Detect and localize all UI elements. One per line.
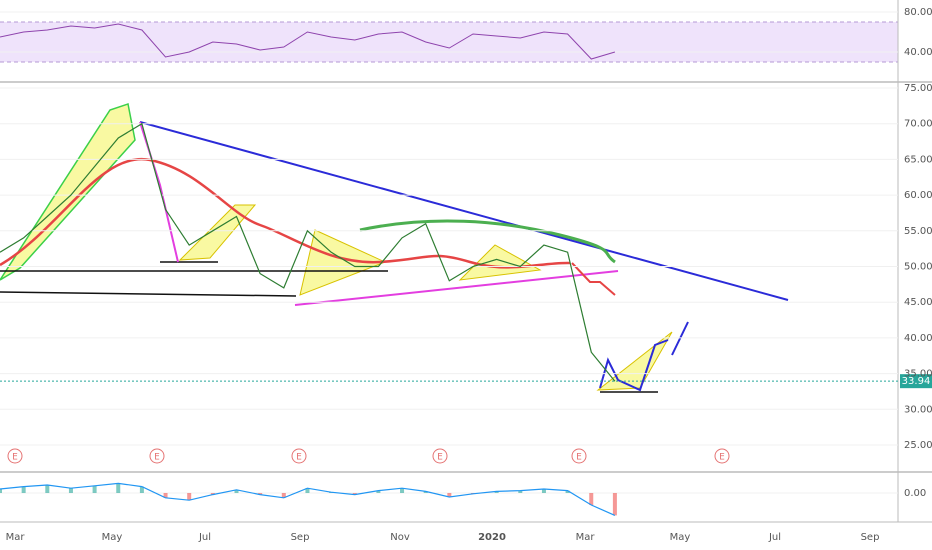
- macd-bar: [234, 489, 239, 493]
- price-tick-label: 65.00: [904, 154, 932, 165]
- macd-bar: [612, 493, 617, 516]
- earnings-label: E: [12, 453, 18, 463]
- macd-bar: [0, 489, 2, 493]
- x-tick-label: Mar: [576, 532, 596, 543]
- macd-bar: [187, 493, 192, 501]
- rsi-band: [0, 22, 898, 62]
- macd-bar: [565, 490, 570, 493]
- macd-bar: [376, 490, 381, 493]
- last-price-label: 33.94: [902, 376, 931, 387]
- price-tick-label: 45.00: [904, 297, 932, 308]
- macd-bar: [518, 490, 523, 493]
- rsi-line: [0, 23, 616, 60]
- rsi-tick-label: 80.00: [904, 7, 932, 18]
- macd-bar: [68, 488, 73, 493]
- macd-bar: [139, 486, 144, 493]
- x-tick-label: Nov: [390, 532, 410, 543]
- earnings-marker: [714, 448, 730, 464]
- earnings-marker: [432, 448, 448, 464]
- macd-bar: [258, 493, 263, 495]
- x-tick-label: Jul: [198, 532, 211, 543]
- macd-bar: [21, 486, 26, 493]
- x-tick-label: Sep: [291, 532, 310, 543]
- last-price-tag: [900, 374, 932, 389]
- macd-bar: [305, 488, 310, 493]
- earnings-marker: [7, 448, 23, 464]
- macd-bar: [589, 493, 594, 505]
- price-line: [0, 122, 616, 382]
- x-tick-label: Mar: [6, 532, 26, 543]
- earnings-marker: [571, 448, 587, 464]
- macd-bar: [352, 493, 357, 495]
- x-tick-label: May: [102, 532, 123, 543]
- price-tick-label: 35.00: [904, 369, 932, 380]
- earnings-label: E: [719, 453, 725, 463]
- rsi-tick-label: 40.00: [904, 47, 932, 58]
- x-tick-label: Jul: [768, 532, 781, 543]
- macd-bar: [541, 489, 546, 493]
- earnings-label: E: [576, 453, 582, 463]
- price-tick-label: 40.00: [904, 333, 932, 344]
- macd-bar: [116, 483, 121, 493]
- macd-bar: [447, 493, 452, 497]
- price-tick-label: 30.00: [904, 404, 932, 415]
- price-tick-label: 25.00: [904, 440, 932, 451]
- x-tick-label: Sep: [861, 532, 880, 543]
- price-tick-label: 75.00: [904, 83, 932, 94]
- earnings-marker: [149, 448, 165, 464]
- earnings-label: E: [437, 453, 443, 463]
- earnings-marker: [291, 448, 307, 464]
- macd-bar: [423, 491, 428, 493]
- macd-bar: [163, 493, 168, 498]
- macd-bar: [494, 491, 499, 493]
- macd-bar: [400, 488, 405, 493]
- x-tick-label: 2020: [478, 532, 506, 543]
- macd-line: [0, 482, 616, 516]
- earnings-label: E: [296, 453, 302, 463]
- x-tick-label: May: [670, 532, 691, 543]
- macd-tick-label: 0.00: [904, 488, 926, 499]
- earnings-label: E: [154, 453, 160, 463]
- price-tick-label: 50.00: [904, 262, 932, 273]
- macd-bar: [210, 493, 215, 495]
- macd-bar: [45, 485, 50, 493]
- price-tick-label: 60.00: [904, 190, 932, 201]
- price-tick-label: 55.00: [904, 226, 932, 237]
- macd-bar: [92, 485, 97, 493]
- price-tick-label: 70.00: [904, 119, 932, 130]
- macd-bar: [281, 493, 286, 498]
- drawings: [0, 103, 789, 393]
